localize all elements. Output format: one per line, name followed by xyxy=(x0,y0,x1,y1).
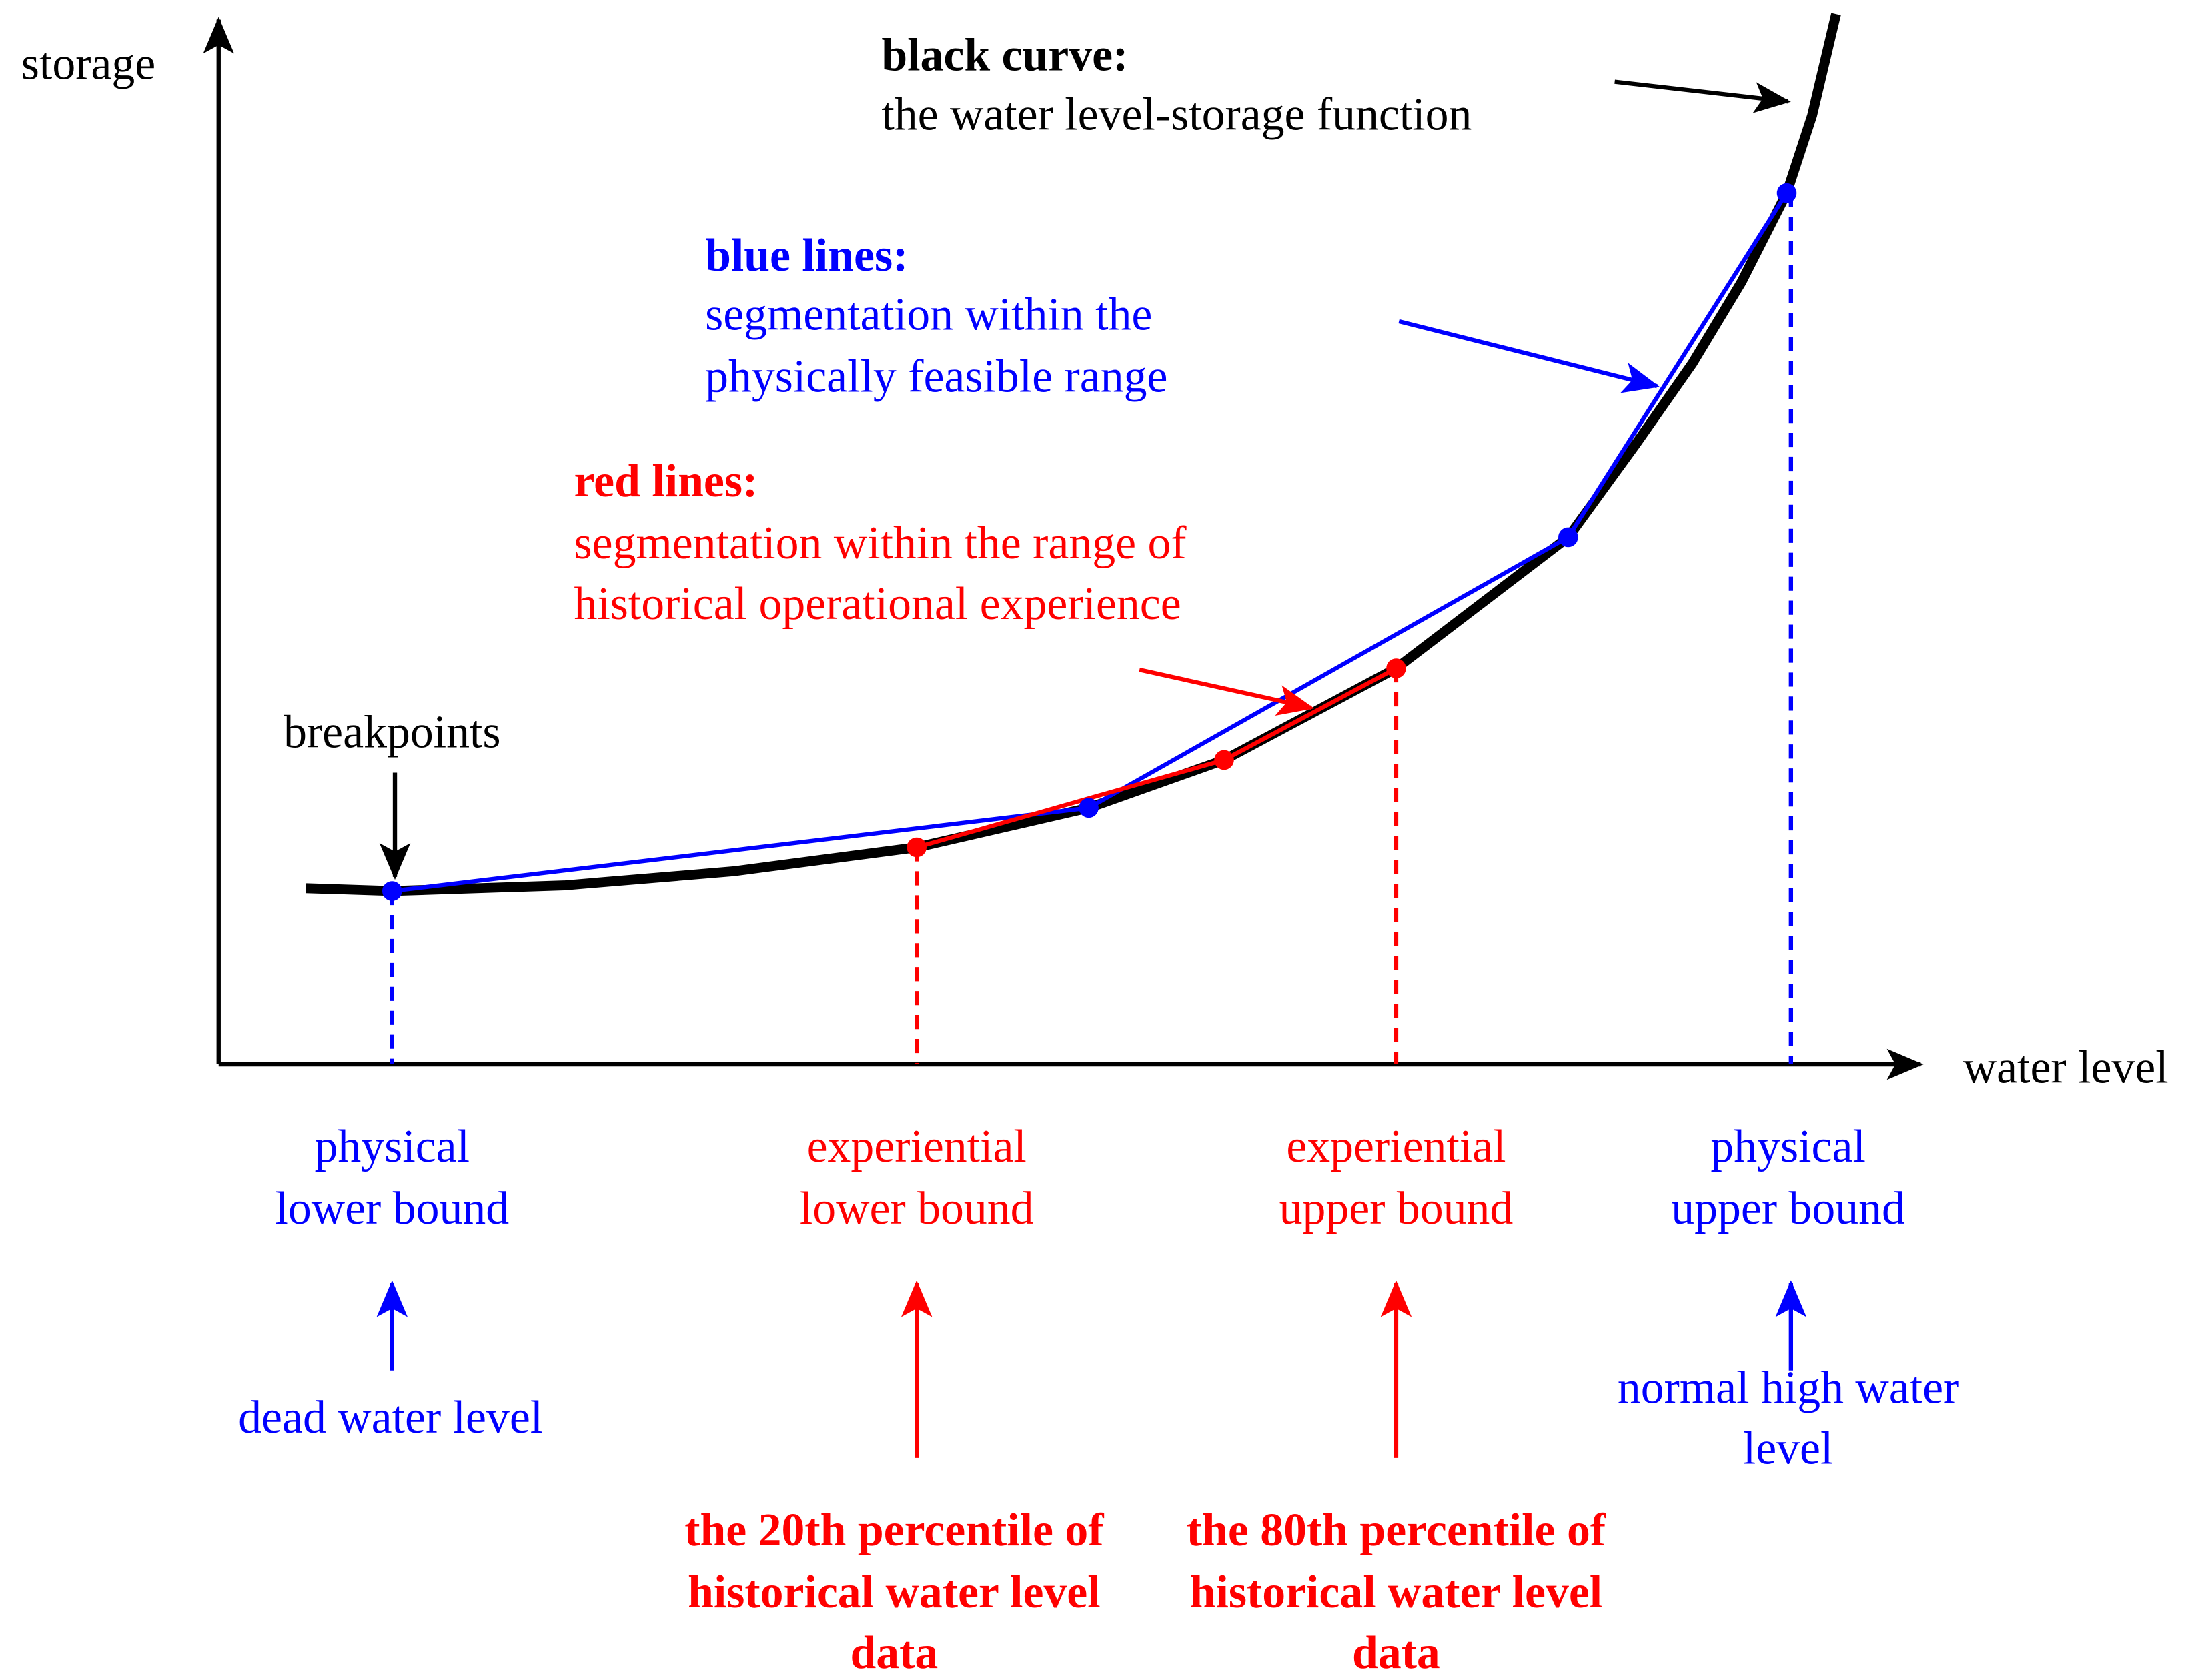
legend-text: the water level-storage function xyxy=(881,89,1472,140)
legend-text: segmentation within the xyxy=(705,289,1152,341)
bound-source: normal high water xyxy=(1618,1362,1959,1413)
legend-title: red lines: xyxy=(574,456,758,507)
breakpoint xyxy=(1776,183,1797,203)
bound-label: lower bound xyxy=(800,1183,1034,1234)
bound-source: historical water level xyxy=(688,1567,1101,1618)
bound-source: level xyxy=(1743,1423,1834,1474)
x-axis-label: water level xyxy=(1963,1042,2169,1094)
bound-source: the 80th percentile of xyxy=(1187,1505,1606,1556)
bound-source: historical water level xyxy=(1190,1567,1603,1618)
bound-label: upper bound xyxy=(1279,1183,1514,1234)
legend-title: blue lines: xyxy=(705,230,908,281)
breakpoint xyxy=(1558,527,1578,548)
bound-label: physical xyxy=(315,1121,470,1172)
bound-label: upper bound xyxy=(1671,1183,1905,1234)
bound-source: data xyxy=(850,1627,938,1679)
breakpoint xyxy=(382,881,402,901)
legend-text: segmentation within the range of xyxy=(574,518,1187,569)
breakpoints-label: breakpoints xyxy=(284,706,500,758)
blue-breakpoints xyxy=(382,183,1797,901)
y-axis-label: storage xyxy=(21,38,155,89)
breakpoint xyxy=(1386,658,1406,678)
bound-label: physical xyxy=(1710,1121,1865,1172)
legend-title: black curve: xyxy=(881,30,1128,81)
bound-source: the 20th percentile of xyxy=(684,1505,1104,1556)
storage-curve xyxy=(306,13,1841,896)
legend-text: physically feasible range xyxy=(705,351,1167,403)
bound-lines xyxy=(390,193,1794,1065)
arrow xyxy=(1614,79,1791,113)
legend-text: historical operational experience xyxy=(574,578,1181,630)
breakpoint xyxy=(907,837,927,858)
bound-label: experiential xyxy=(807,1121,1027,1172)
red-breakpoints xyxy=(907,658,1406,858)
arrow xyxy=(1398,319,1660,393)
bound-label: lower bound xyxy=(275,1183,509,1234)
bound-source: data xyxy=(1352,1627,1440,1679)
bound-source: dead water level xyxy=(238,1392,543,1443)
bound-label: experiential xyxy=(1286,1121,1506,1172)
blue-segments xyxy=(392,191,1789,894)
arrow xyxy=(1139,668,1315,716)
bound-labels: physical lower bound experiential lower … xyxy=(238,1121,1959,1679)
breakpoint xyxy=(1214,750,1234,770)
breakpoint xyxy=(1079,798,1099,818)
